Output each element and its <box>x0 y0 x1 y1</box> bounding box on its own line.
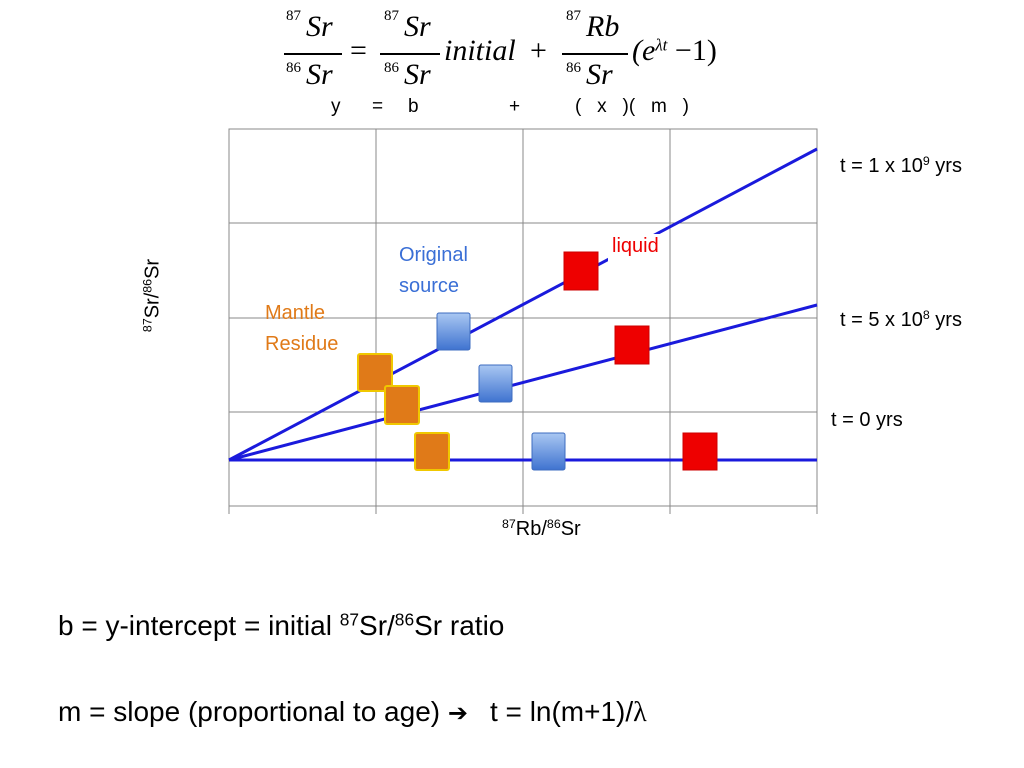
liquid-sample-t0 <box>682 432 718 471</box>
isochron-t5e8-line <box>228 303 818 462</box>
rhs-num-sup: 87 <box>566 8 581 24</box>
exp-open: (e <box>632 34 656 67</box>
b-note-pre: b = y-intercept = initial <box>58 610 340 641</box>
source-sample-t1e9 <box>436 312 471 351</box>
liquid-sample-t5e8 <box>614 325 650 365</box>
b-note-post: Sr ratio <box>414 610 505 641</box>
isochron-label-t5e8: t = 5 x 108 yrs <box>840 309 962 332</box>
t2-sup: 8 <box>922 308 930 323</box>
mantle-residue-label: Mantle Residue <box>265 298 338 360</box>
rhs-fraction: 87 Rb 86 Sr <box>560 2 632 98</box>
liquid-label-backing <box>608 234 668 262</box>
mid-num-sup: 87 <box>384 8 399 24</box>
lhs-fraction: 87 Sr 86 Sr <box>278 2 348 98</box>
y-axis-label: 87Sr/86Sr <box>140 246 165 346</box>
original-source-samples <box>436 312 566 471</box>
liquid-label: liquid <box>612 235 659 257</box>
y-label-mid: Sr/ <box>141 292 164 319</box>
linear-eq: = <box>372 96 384 117</box>
fraction-bar <box>562 53 628 55</box>
b-note-sup-1: 87 <box>339 609 360 630</box>
linear-b: b <box>408 96 419 117</box>
lhs-num: Sr <box>306 10 333 43</box>
fraction-bar <box>284 53 342 55</box>
m-note-pre: m = slope (proportional to age) <box>58 696 448 727</box>
exp-close: −1) <box>667 34 717 67</box>
equals-sign: = <box>350 34 367 67</box>
mantle-sample-t1e9 <box>357 353 393 392</box>
exponential-term: (eλt −1) <box>632 34 717 68</box>
b-note-mid: Sr/ <box>359 610 395 641</box>
plus-sign: + <box>530 34 547 67</box>
t1-post: yrs <box>929 155 962 177</box>
mantle-sample-t0 <box>414 432 450 471</box>
intercept-note: b = y-intercept = initial 87Sr/86Sr rati… <box>58 610 504 642</box>
mantle-line-1: Mantle <box>265 302 326 324</box>
slope-note: m = slope (proportional to age) ➔ t = ln(… <box>58 696 647 729</box>
initial-label: initial <box>444 34 516 67</box>
y-label-end: Sr <box>141 258 164 279</box>
decay-equation: 87 Sr 86 Sr = 87 Sr 86 Sr initial + 87 R… <box>268 2 768 98</box>
plot-grid <box>228 128 818 514</box>
linear-plus: + <box>509 96 521 117</box>
original-line-1: Original <box>399 244 468 266</box>
mantle-line-2: Residue <box>265 333 339 355</box>
x-label-mid: Rb/ <box>515 518 547 540</box>
mid-den: Sr <box>404 58 431 91</box>
isochron-t1e9-line <box>228 147 818 462</box>
t1-sup: 9 <box>922 154 930 169</box>
lhs-den: Sr <box>306 58 333 91</box>
fraction-bar <box>380 53 440 55</box>
x-label-sup-2: 86 <box>546 517 561 532</box>
mid-den-sup: 86 <box>384 60 399 76</box>
mid-fraction: 87 Sr 86 Sr <box>376 2 446 98</box>
mantle-residue-samples <box>357 353 450 471</box>
mid-num: Sr <box>404 10 431 43</box>
rhs-den: Sr <box>586 58 613 91</box>
exp-sup: λt <box>655 35 668 55</box>
rhs-den-sup: 86 <box>566 60 581 76</box>
y-label-sup-2: 86 <box>140 278 155 293</box>
source-sample-t5e8 <box>478 364 513 403</box>
isochron-lines <box>228 147 818 462</box>
isochron-label-t1e9: t = 1 x 109 yrs <box>840 155 962 178</box>
x-axis-label: 87Rb/86Sr <box>502 518 581 541</box>
y-label-sup-1: 87 <box>140 318 155 333</box>
source-sample-t0 <box>531 432 566 471</box>
rhs-num: Rb <box>586 10 620 43</box>
liquid-sample-t1e9 <box>563 251 599 291</box>
isochron-label-t0: t = 0 yrs <box>831 409 903 431</box>
lhs-num-sup: 87 <box>286 8 301 24</box>
arrow-icon: ➔ <box>447 699 468 727</box>
original-source-label: Original source <box>399 240 468 302</box>
liquid-samples <box>563 251 718 471</box>
t1-pre: t = 1 x 10 <box>840 155 923 177</box>
t2-post: yrs <box>929 309 962 331</box>
linear-y: y <box>331 96 341 117</box>
b-note-sup-2: 86 <box>394 609 415 630</box>
lambda-symbol: λ <box>633 697 647 728</box>
m-note-post: t = ln(m+1)/ <box>490 696 634 727</box>
linear-x-m: ( x )( m ) <box>575 96 689 117</box>
mantle-sample-t5e8 <box>384 385 420 425</box>
original-line-2: source <box>399 275 460 297</box>
x-label-sup-1: 87 <box>502 517 516 532</box>
lhs-den-sup: 86 <box>286 60 301 76</box>
x-label-end: Sr <box>560 518 581 540</box>
t2-pre: t = 5 x 10 <box>840 309 923 331</box>
